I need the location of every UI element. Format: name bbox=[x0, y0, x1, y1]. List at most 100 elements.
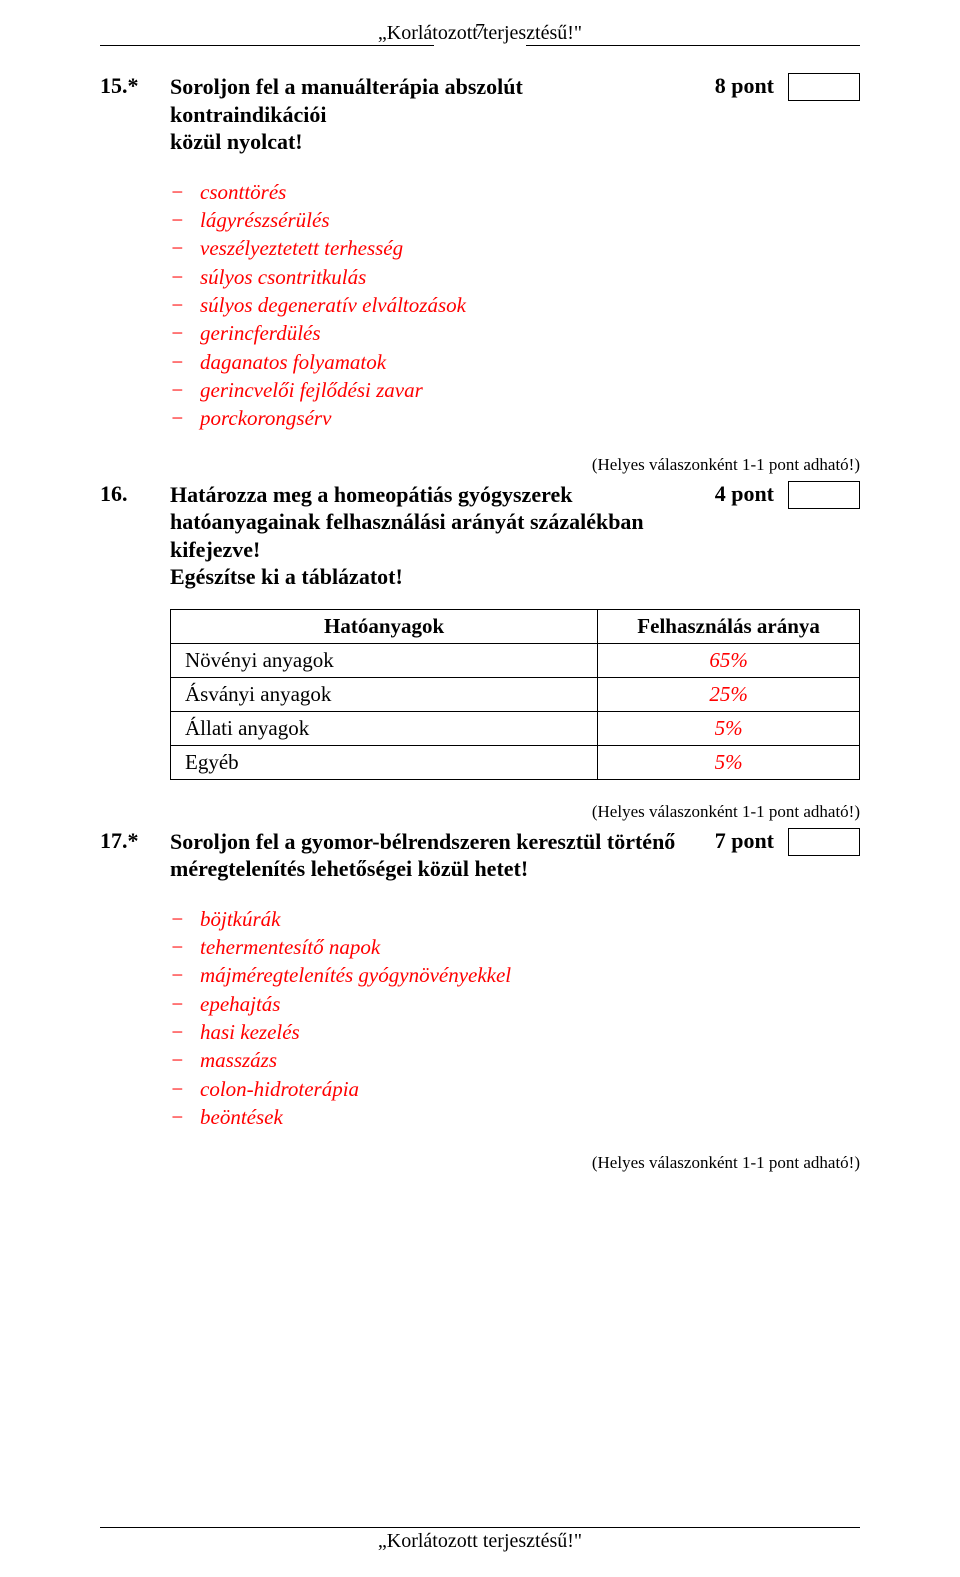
dash-icon: − bbox=[170, 933, 200, 961]
header-rule-right bbox=[526, 45, 860, 46]
list-item: −tehermentesítő napok bbox=[170, 933, 860, 961]
answer-text: súlyos degeneratív elváltozások bbox=[200, 291, 466, 319]
question-15-scorebox bbox=[788, 73, 860, 101]
table-col-1: Hatóanyagok bbox=[171, 609, 598, 643]
list-item: −daganatos folyamatok bbox=[170, 348, 860, 376]
dash-icon: − bbox=[170, 1046, 200, 1074]
question-15-line2: közül nyolcat! bbox=[170, 129, 303, 154]
dash-icon: − bbox=[170, 905, 200, 933]
question-16-text: Határozza meg a homeopátiás gyógyszerek … bbox=[170, 481, 696, 591]
header-rule bbox=[100, 45, 860, 46]
question-16-table: Hatóanyagok Felhasználás aránya Növényi … bbox=[170, 609, 860, 780]
question-15-points: 8 pont bbox=[696, 73, 774, 99]
question-15-number: 15.* bbox=[100, 73, 170, 99]
dash-icon: − bbox=[170, 1018, 200, 1046]
dash-icon: − bbox=[170, 961, 200, 989]
question-17-answers: −böjtkúrák −tehermentesítő napok −májmér… bbox=[170, 905, 860, 1132]
table-row: Egyéb 5% bbox=[171, 745, 860, 779]
question-17-line2: méregtelenítés lehetőségei közül hetet! bbox=[170, 856, 528, 881]
dash-icon: − bbox=[170, 206, 200, 234]
list-item: −masszázs bbox=[170, 1046, 860, 1074]
list-item: −csonttörés bbox=[170, 178, 860, 206]
table-header-row: Hatóanyagok Felhasználás aránya bbox=[171, 609, 860, 643]
table-cell-label: Állati anyagok bbox=[171, 711, 598, 745]
list-item: −beöntések bbox=[170, 1103, 860, 1131]
answer-text: epehajtás bbox=[200, 990, 280, 1018]
score-box bbox=[788, 481, 860, 509]
footer: „Korlátozott terjesztésű!" bbox=[100, 1527, 860, 1553]
question-16-number: 16. bbox=[100, 481, 170, 507]
scoring-note-1: (Helyes válaszonként 1-1 pont adható!) bbox=[100, 455, 860, 475]
dash-icon: − bbox=[170, 990, 200, 1018]
list-item: −súlyos degeneratív elváltozások bbox=[170, 291, 860, 319]
table-row: Állati anyagok 5% bbox=[171, 711, 860, 745]
list-item: −böjtkúrák bbox=[170, 905, 860, 933]
list-item: −súlyos csontritkulás bbox=[170, 263, 860, 291]
table-col-2: Felhasználás aránya bbox=[598, 609, 860, 643]
question-17-number: 17.* bbox=[100, 828, 170, 854]
answer-text: veszélyeztetett terhesség bbox=[200, 234, 403, 262]
table-cell-value: 25% bbox=[598, 677, 860, 711]
answer-text: porckorongsérv bbox=[200, 404, 331, 432]
footer-rule bbox=[100, 1527, 860, 1528]
header-rule-left bbox=[100, 45, 434, 46]
answer-text: daganatos folyamatok bbox=[200, 348, 386, 376]
question-16-line2: hatóanyagainak felhasználási arányát szá… bbox=[170, 509, 644, 562]
dash-icon: − bbox=[170, 263, 200, 291]
list-item: −gerincvelői fejlődési zavar bbox=[170, 376, 860, 404]
question-17-points: 7 pont bbox=[696, 828, 774, 854]
question-15-answers: −csonttörés −lágyrészsérülés −veszélyezt… bbox=[170, 178, 860, 433]
page: 7 „Korlátozott terjesztésű!" 15.* Sorolj… bbox=[0, 0, 960, 1577]
dash-icon: − bbox=[170, 178, 200, 206]
question-16-line3: Egészítse ki a táblázatot! bbox=[170, 564, 403, 589]
question-15: 15.* Soroljon fel a manuálterápia abszol… bbox=[100, 73, 860, 156]
score-box bbox=[788, 73, 860, 101]
answer-text: beöntések bbox=[200, 1103, 283, 1131]
answer-text: gerincvelői fejlődési zavar bbox=[200, 376, 423, 404]
question-17-text: Soroljon fel a gyomor-bélrendszeren kere… bbox=[170, 828, 696, 883]
answer-text: csonttörés bbox=[200, 178, 286, 206]
answer-text: hasi kezelés bbox=[200, 1018, 300, 1046]
question-15-line1: Soroljon fel a manuálterápia abszolút ko… bbox=[170, 74, 523, 127]
dash-icon: − bbox=[170, 1075, 200, 1103]
question-17-scorebox bbox=[788, 828, 860, 856]
question-16-scorebox bbox=[788, 481, 860, 509]
list-item: −hasi kezelés bbox=[170, 1018, 860, 1046]
dash-icon: − bbox=[170, 404, 200, 432]
answer-text: tehermentesítő napok bbox=[200, 933, 380, 961]
table-cell-label: Ásványi anyagok bbox=[171, 677, 598, 711]
answer-text: gerincferdülés bbox=[200, 319, 321, 347]
list-item: −májméregtelenítés gyógynövényekkel bbox=[170, 961, 860, 989]
answer-text: súlyos csontritkulás bbox=[200, 263, 366, 291]
score-box bbox=[788, 828, 860, 856]
table-row: Növényi anyagok 65% bbox=[171, 643, 860, 677]
question-17-line1: Soroljon fel a gyomor-bélrendszeren kere… bbox=[170, 829, 675, 854]
answer-text: lágyrészsérülés bbox=[200, 206, 330, 234]
question-16: 16. Határozza meg a homeopátiás gyógysze… bbox=[100, 481, 860, 591]
list-item: −gerincferdülés bbox=[170, 319, 860, 347]
dash-icon: − bbox=[170, 291, 200, 319]
answer-text: colon-hidroterápia bbox=[200, 1075, 359, 1103]
question-17: 17.* Soroljon fel a gyomor-bélrendszeren… bbox=[100, 828, 860, 883]
dash-icon: − bbox=[170, 319, 200, 347]
table-cell-value: 65% bbox=[598, 643, 860, 677]
dash-icon: − bbox=[170, 348, 200, 376]
question-15-text: Soroljon fel a manuálterápia abszolút ko… bbox=[170, 73, 696, 156]
answer-text: májméregtelenítés gyógynövényekkel bbox=[200, 961, 511, 989]
question-16-points: 4 pont bbox=[696, 481, 774, 507]
table-row: Ásványi anyagok 25% bbox=[171, 677, 860, 711]
table-cell-value: 5% bbox=[598, 711, 860, 745]
table-cell-label: Egyéb bbox=[171, 745, 598, 779]
scoring-note-2: (Helyes válaszonként 1-1 pont adható!) bbox=[100, 802, 860, 822]
dash-icon: − bbox=[170, 376, 200, 404]
list-item: −veszélyeztetett terhesség bbox=[170, 234, 860, 262]
dash-icon: − bbox=[170, 234, 200, 262]
header-classification: „Korlátozott terjesztésű!" bbox=[100, 22, 860, 45]
dash-icon: − bbox=[170, 1103, 200, 1131]
list-item: −colon-hidroterápia bbox=[170, 1075, 860, 1103]
table-cell-label: Növényi anyagok bbox=[171, 643, 598, 677]
list-item: −epehajtás bbox=[170, 990, 860, 1018]
list-item: −lágyrészsérülés bbox=[170, 206, 860, 234]
footer-classification: „Korlátozott terjesztésű!" bbox=[100, 1530, 860, 1553]
answer-text: masszázs bbox=[200, 1046, 277, 1074]
